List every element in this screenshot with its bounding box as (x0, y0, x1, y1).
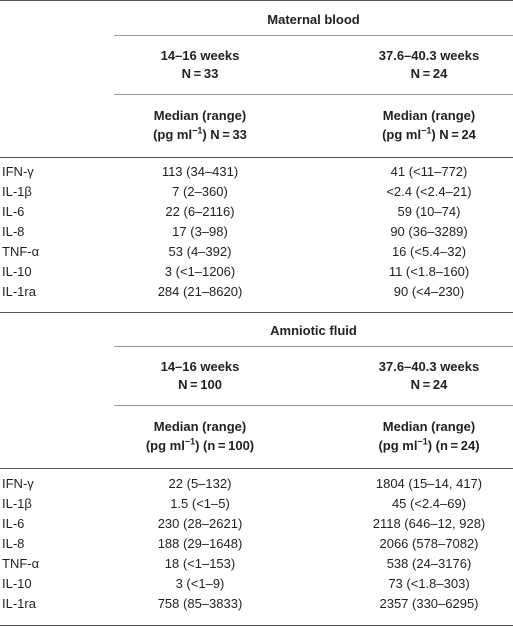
cell-value: 1804 (15–14, 417) (375, 476, 483, 491)
column-weeks: 37.6–40.3 weeks (378, 359, 480, 374)
row-label: IL-8 (2, 224, 25, 239)
column-n: N = 24 (410, 377, 448, 392)
cell-value: 90 (36–3289) (390, 224, 468, 239)
row-label: TNF-α (2, 556, 40, 571)
column-header-median: Median (range) (153, 108, 247, 123)
cell-value: 1.5 (<1–5) (170, 496, 230, 511)
header-bottom-rule (0, 157, 513, 158)
cell-value: 3 (<1–1206) (164, 264, 236, 279)
row-label: IL-1β (2, 184, 32, 199)
cell-value: 18 (<1–153) (164, 556, 236, 571)
row-label: IL-1ra (2, 596, 36, 611)
column-n: N = 33 (181, 66, 219, 81)
cell-value: 2357 (330–6295) (379, 596, 479, 611)
cell-value: 2118 (646–12, 928) (372, 516, 486, 531)
cell-value: 41 (<11–772) (390, 164, 468, 179)
section-title: Maternal blood (267, 12, 360, 27)
column-header-median: Median (range) (382, 419, 476, 434)
cell-value: 11 (<1.8–160) (388, 264, 470, 279)
row-label: IFN-γ (2, 476, 34, 491)
column-n: N = 100 (178, 377, 222, 392)
row-label: IL-6 (2, 204, 25, 219)
row-label: IL-6 (2, 516, 25, 531)
cell-value: 538 (24–3176) (386, 556, 472, 571)
row-label: IL-10 (2, 264, 32, 279)
column-weeks: 14–16 weeks (160, 359, 240, 374)
cell-value: 230 (28–2621) (157, 516, 243, 531)
row-label: IL-1ra (2, 284, 36, 299)
row-label: IL-8 (2, 536, 25, 551)
cell-value: 284 (21–8620) (157, 284, 243, 299)
row-label: IFN-γ (2, 164, 34, 179)
cell-value: 7 (2–360) (172, 184, 228, 199)
column-header-units: (pg ml−1) (n = 24) (378, 436, 480, 453)
cell-value: <2.4 (<2.4–21) (386, 184, 472, 199)
cell-value: 22 (5–132) (168, 476, 232, 491)
section-title-rule (114, 35, 513, 36)
cell-value: 758 (85–3833) (157, 596, 243, 611)
row-label: IL-1β (2, 496, 32, 511)
column-header-units: (pg ml−1) N = 33 (153, 125, 247, 142)
cell-value: 3 (<1–9) (175, 576, 225, 591)
section-divider-rule (0, 312, 513, 313)
section-title: Amniotic fluid (270, 323, 357, 338)
header-bottom-rule (0, 468, 513, 469)
column-weeks: 14–16 weeks (160, 48, 240, 63)
header-rule (114, 94, 513, 95)
cell-value: 90 (<4–230) (393, 284, 465, 299)
section-title-rule (114, 346, 513, 347)
cell-value: 113 (34–431) (161, 164, 239, 179)
column-n: N = 24 (410, 66, 448, 81)
cell-value: 17 (3–98) (172, 224, 228, 239)
cell-value: 2066 (578–7082) (379, 536, 479, 551)
column-header-units: (pg ml−1) N = 24 (382, 125, 476, 142)
column-header-median: Median (range) (382, 108, 476, 123)
cell-value: 45 (<2.4–69) (391, 496, 467, 511)
cell-value: 22 (6–2116) (165, 204, 235, 219)
cell-value: 16 (<5.4–32) (391, 244, 467, 259)
cell-value: 59 (10–74) (397, 204, 461, 219)
table-bottom-rule (0, 625, 513, 626)
column-weeks: 37.6–40.3 weeks (378, 48, 480, 63)
cell-value: 188 (29–1648) (157, 536, 243, 551)
column-header-median: Median (range) (153, 419, 247, 434)
cell-value: 53 (4–392) (168, 244, 232, 259)
cell-value: 73 (<1.8–303) (388, 576, 470, 591)
row-label: IL-10 (2, 576, 32, 591)
header-rule (114, 405, 513, 406)
table-top-rule (0, 0, 513, 1)
column-header-units: (pg ml−1) (n = 100) (145, 436, 255, 453)
row-label: TNF-α (2, 244, 40, 259)
